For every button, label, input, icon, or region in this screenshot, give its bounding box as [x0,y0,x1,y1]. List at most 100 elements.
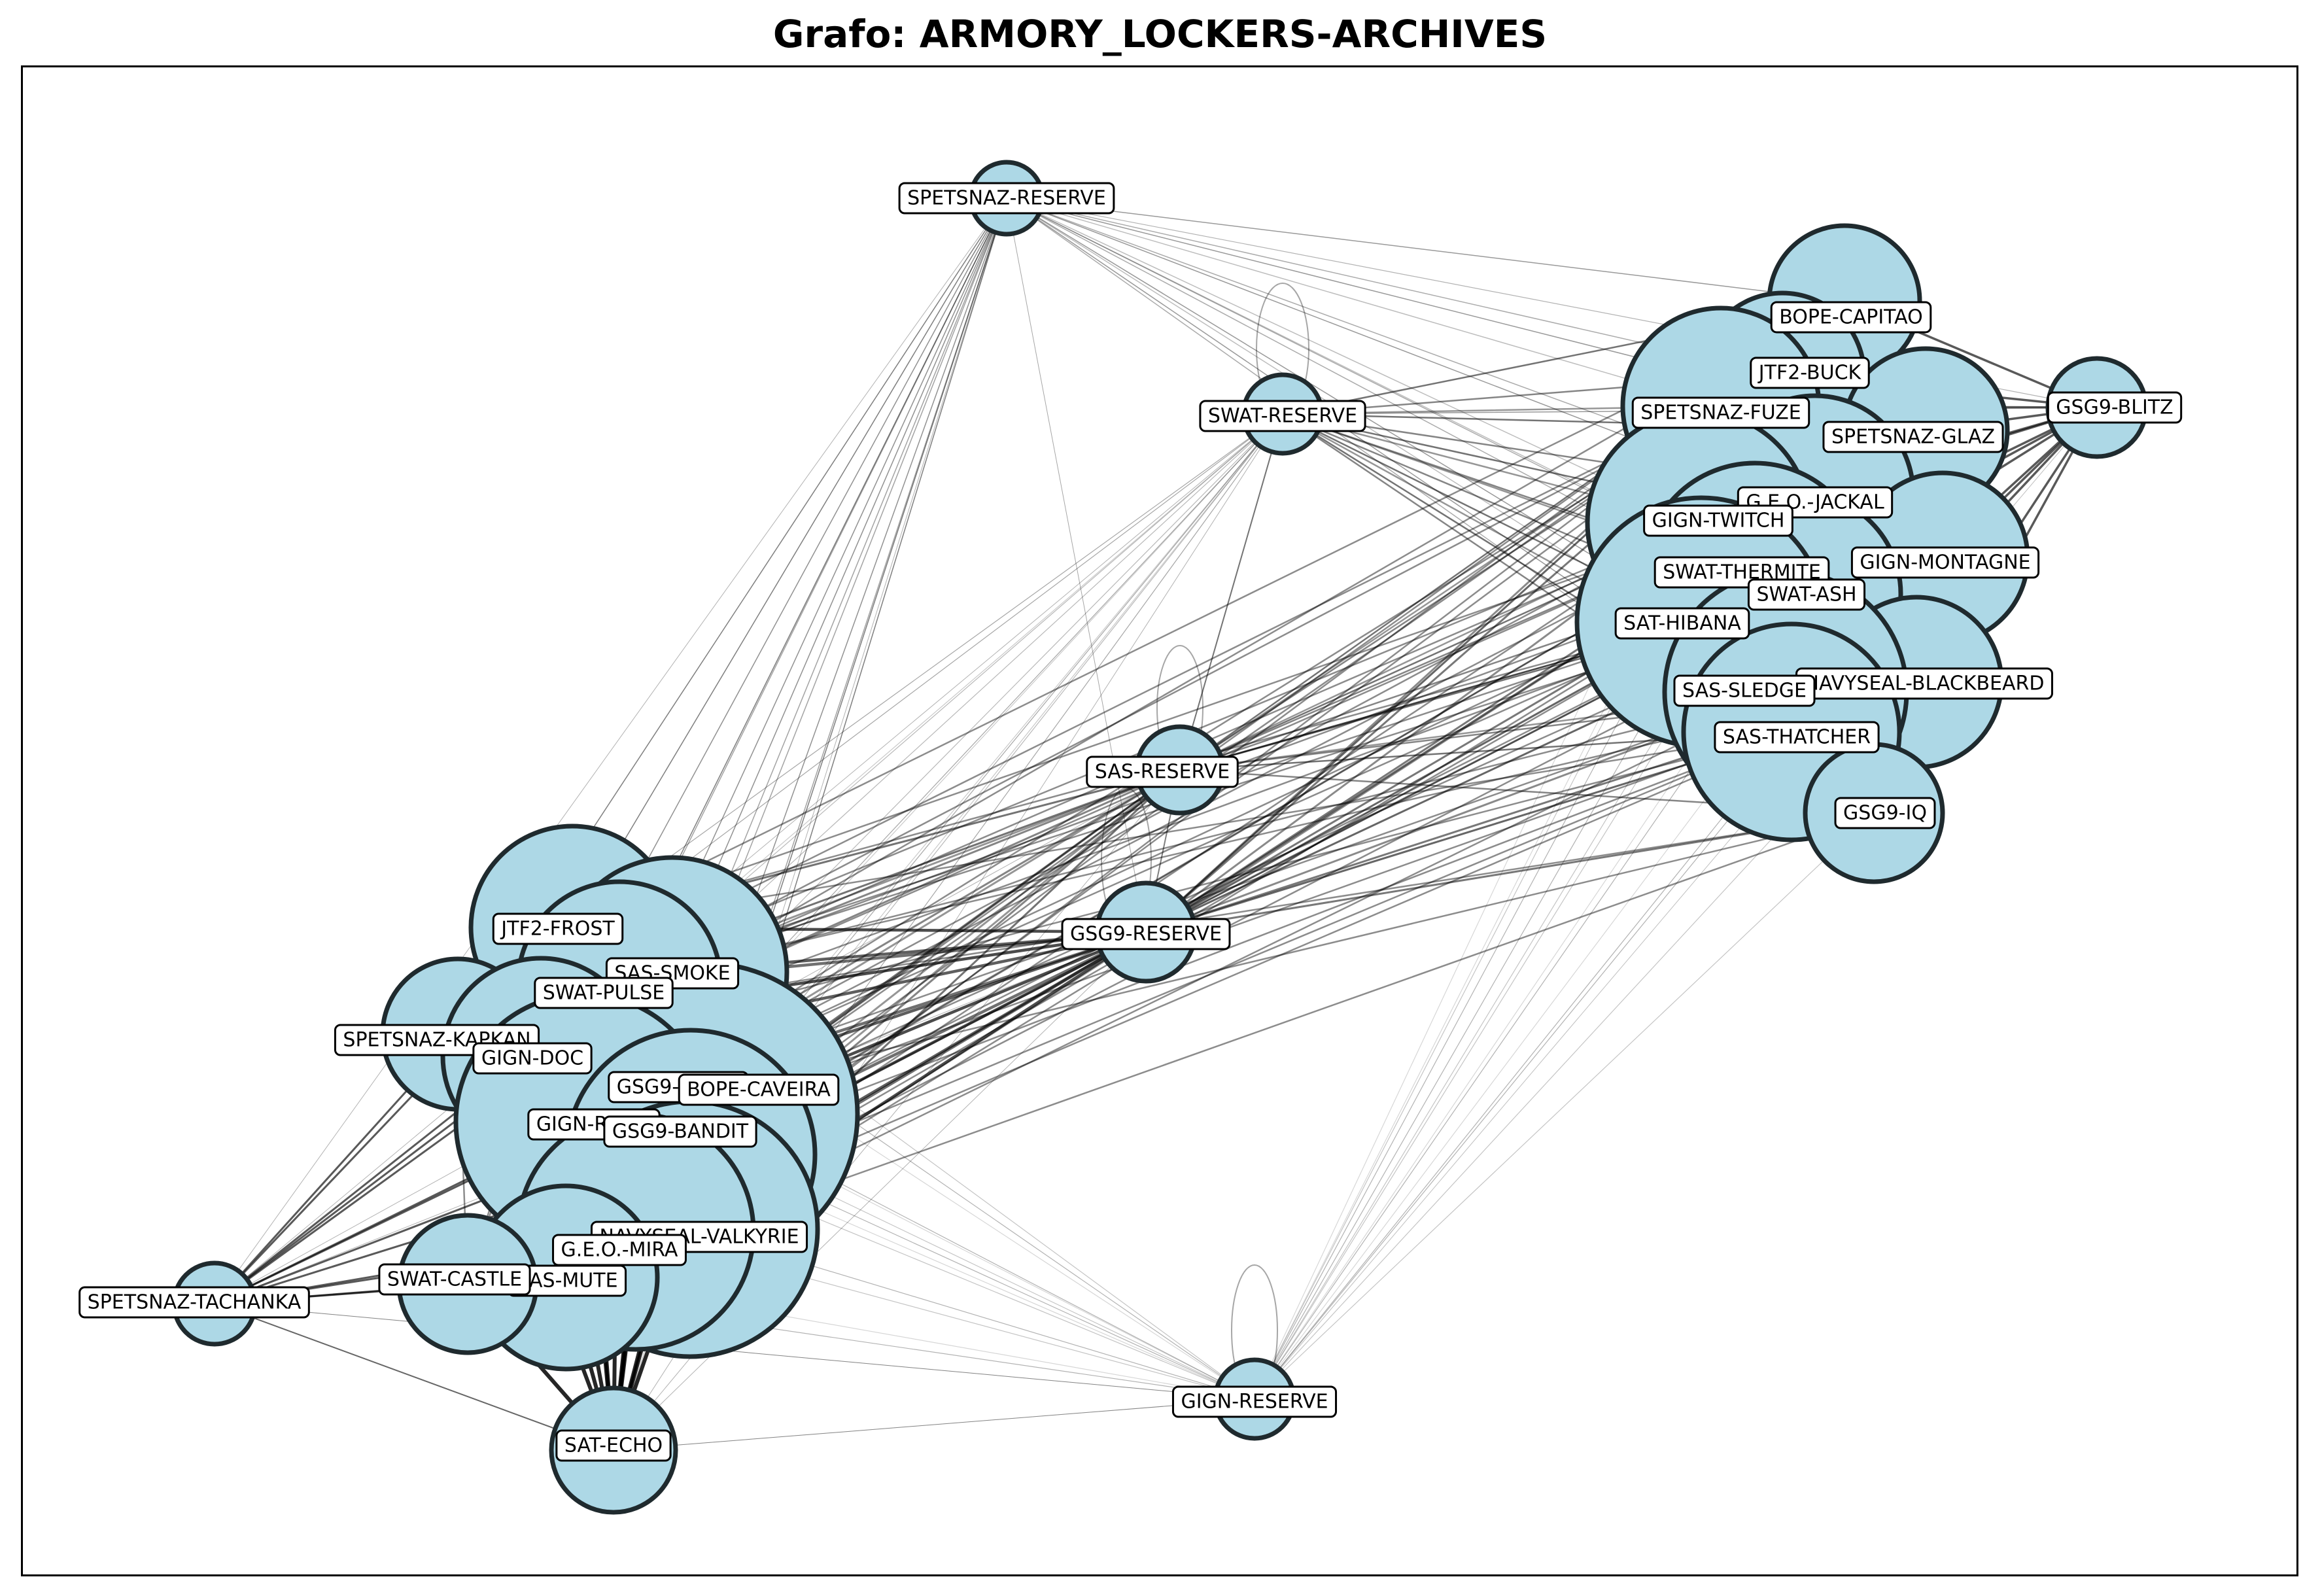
graph-frame: SPETSNAZ-RESERVE SWAT-RESERVE SAS-RESERVE G… [21,65,2298,1576]
node-label-text: SAS-SLEDGE [1682,680,1807,703]
node-label-text: GSG9-BANDIT [612,1120,749,1143]
node-label-box [1850,546,2040,579]
node-label-box [678,1073,840,1106]
node-label-text: JTF2-BUCK [1757,362,1862,385]
graph-edge [214,1303,1255,1400]
node-label-text: BOPE-CAPITAO [1779,306,1923,329]
node-label-text: GSG9-RESERVE [1070,923,1222,946]
node-label-text: GIGN-DOC [481,1047,583,1070]
node-label-box [534,977,674,1009]
graph-edge [689,731,1793,1156]
node-label-text: SWAT-PULSE [543,982,665,1005]
graph-edge [1254,621,1702,1400]
graph-edge [689,691,1787,1230]
graph-edge [1145,731,1793,933]
graph-edge [672,413,1283,973]
graph-edge [689,573,1756,1230]
node-label: SAS-SLEDGE [1673,674,1816,707]
graph-edge [572,413,1283,928]
node-label: SPETSNAZ-KAPKAN [334,1024,540,1056]
node-label-text: SWAT-ASH [1756,583,1856,606]
graph-edge [572,198,1007,928]
node-label: BOPE-CAPITAO [1770,301,1932,334]
node-label-box [1614,607,1750,640]
node-label: SPETSNAZ-TACHANKA [78,1286,310,1319]
node-label-text: SAS-RESERVE [1095,761,1230,784]
graph-edge [1254,691,1786,1400]
node-label: GSG9-IQ [1834,797,1936,829]
node-label: SPETSNAZ-GLAZ [1822,421,2004,453]
node-label-text: G.E.O.-MIRA [561,1239,678,1262]
graph-edge [672,198,1007,973]
graph-edge [214,413,1283,1304]
graph-edge [214,1303,1255,1400]
node-label: NAVYSEAL-BLACKBEARD [1795,667,2053,700]
node-label-box [603,1115,757,1148]
node-label: G.E.O.-MIRA [552,1234,687,1266]
node-label-box [1643,504,1793,537]
node-label: BOPE-CAVEIRA [678,1073,840,1106]
graph-edge [1006,198,1699,523]
node-label: SAT-HIBANA [1614,607,1750,640]
node-label-text: SAS-THATCHER [1723,726,1871,749]
node-label-box [1834,797,1936,829]
graph-edge [1006,198,1722,407]
graph-edge [1254,731,1792,1400]
node-label-box [1086,755,1239,788]
node-label-box [378,1263,531,1296]
node-label-box [1631,396,1810,429]
node-label: JTF2-FROST [492,912,624,945]
graph-edge [613,931,1147,1451]
node-label: JTF2-BUCK [1750,356,1870,389]
node-label: SAT-ECHO [555,1429,672,1462]
node-label: SAS-MUTE [507,1264,627,1297]
node-label-box [472,1042,593,1075]
node-label-text: SPETSNAZ-RESERVE [907,187,1106,210]
node-label-text: SWAT-CASTLE [387,1268,522,1291]
graph-edge [618,405,1722,984]
graph-edge [1179,413,1283,771]
graph-edge [613,1398,1255,1451]
node-label-box [1061,918,1231,950]
node-label-box [1673,674,1816,707]
graph-edge [613,1398,1255,1451]
node-label-text: SPETSNAZ-FUZE [1640,402,1801,425]
node-label-text: SPETSNAZ-GLAZ [1831,426,1995,449]
graph-edge [571,731,1793,929]
node-label-box [1171,1385,1338,1418]
node-label-box [1747,578,1866,611]
node-label: SWAT-PULSE [534,977,674,1009]
graph-edge [1006,198,1147,933]
node-label: SAS-THATCHER [1714,721,1880,754]
node-label: SPETSNAZ-FUZE [1631,396,1810,429]
node-label: SWAT-RESERVE [1199,400,1366,432]
node-label-box [1822,421,2004,453]
node-label-box [1770,301,1932,334]
node-label-text: GIGN-RESERVE [1181,1391,1328,1414]
node-label: SAS-RESERVE [1086,755,1239,788]
node-label-box [1199,400,1366,432]
node-label-text: BOPE-CAVEIRA [687,1079,831,1102]
graph-edge [214,1303,614,1451]
node-label: SWAT-ASH [1747,578,1866,611]
graph-edge [671,691,1787,973]
node-label: GSG9-RESERVE [1061,918,1231,950]
node-label: SPETSNAZ-RESERVE [898,182,1115,215]
node-label-text: SAT-HIBANA [1623,612,1741,635]
node-label-text: GIGN-TWITCH [1652,510,1785,532]
node-label-text: SAT-ECHO [564,1434,663,1457]
node-label-text: SPETSNAZ-TACHANKA [88,1291,302,1314]
node-label: NAVYSEAL-VALKYRIE [590,1221,808,1253]
node-label: GIGN-RESERVE [1171,1385,1338,1418]
node-label-box [898,182,1115,215]
network-graph: SPETSNAZ-RESERVE SWAT-RESERVE SAS-RESERVE G… [78,160,2183,1515]
graph-edge [1006,198,1845,302]
node-label-box [1714,721,1880,754]
node-label: SWAT-CASTLE [378,1263,531,1296]
node-label: GIGN-TWITCH [1643,504,1793,537]
node-label-box [78,1286,310,1319]
node-label-box [492,912,624,945]
graph-edge [653,573,1756,1092]
graph-edge [1254,812,1875,1400]
label-layer: SPETSNAZ-RESERVE SWAT-RESERVE SAS-RESERVE G… [78,182,2183,1462]
